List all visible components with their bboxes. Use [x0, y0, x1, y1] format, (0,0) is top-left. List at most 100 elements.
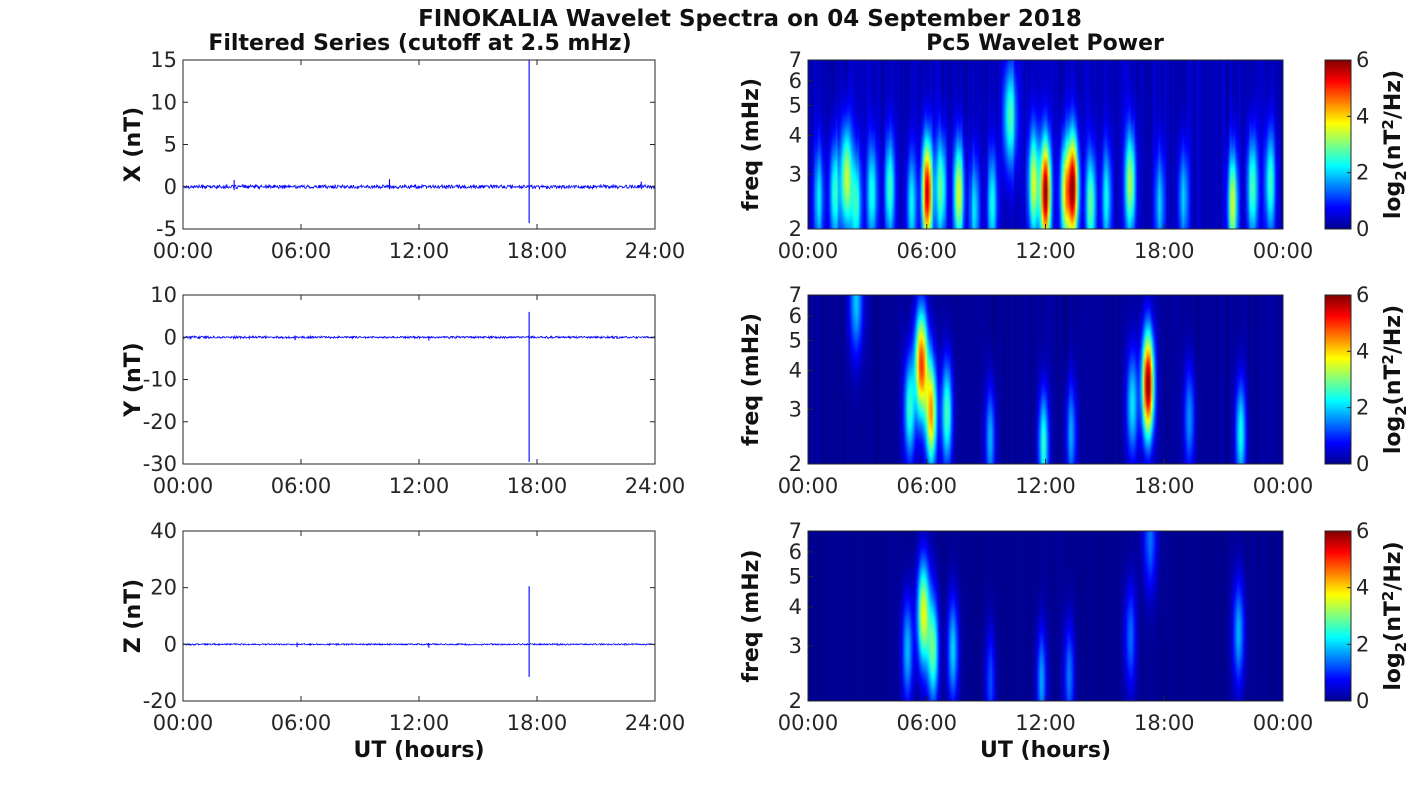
- wavelet-power-map: [808, 531, 1283, 701]
- x-tick-label: 18:00: [1134, 711, 1195, 735]
- series-panel-y: 00:00 06:00 12:00 18:00 24:00 -30 -20 -10 0 10 Y (…: [121, 283, 685, 498]
- y-tick-label: 2: [789, 217, 802, 241]
- x-tick-label: 06:00: [896, 711, 957, 735]
- series-panel-z: 00:00 06:00 12:00 18:00 24:00 -20 0 20 40 Z (nT) U…: [121, 519, 685, 763]
- y-tick-label: 7: [789, 519, 802, 543]
- y-tick-label: 2: [789, 452, 802, 476]
- colorbar: [1324, 59, 1352, 230]
- x-tick-label: 00:00: [153, 474, 214, 498]
- x-tick-label: 06:00: [896, 474, 957, 498]
- y-axis-label: freq (mHz): [739, 313, 764, 446]
- y-tick-label: 0: [164, 175, 177, 199]
- series-line: [182, 334, 656, 341]
- colorbar-tick-label: 0: [1356, 452, 1369, 476]
- colorbar-tick-label: 6: [1356, 519, 1369, 543]
- x-tick-label: 00:00: [1253, 239, 1314, 263]
- figure-title: FINOKALIA Wavelet Spectra on 04 Septembe…: [418, 6, 1082, 32]
- y-axis-label: Y (nT): [121, 342, 146, 417]
- x-tick-label: 18:00: [1134, 474, 1195, 498]
- x-tick-label: 00:00: [778, 474, 839, 498]
- colorbar-tick-label: 0: [1356, 217, 1369, 241]
- y-tick-label: -5: [156, 217, 177, 241]
- y-tick-label: 3: [789, 397, 802, 421]
- x-tick-label: 18:00: [507, 474, 568, 498]
- right-column-title: Pc5 Wavelet Power: [926, 31, 1164, 56]
- y-tick-label: 5: [789, 328, 802, 352]
- plot-area: [183, 295, 655, 464]
- x-tick-label: 18:00: [507, 239, 568, 263]
- y-tick-label: 0: [164, 632, 177, 656]
- colorbar-tick-label: 6: [1356, 48, 1369, 72]
- colorbar-tick-label: 4: [1356, 576, 1369, 600]
- y-tick-label: 7: [789, 283, 802, 307]
- x-tick-label: 24:00: [625, 239, 686, 263]
- colorbar: [1324, 530, 1352, 702]
- wavelet-power-map: [808, 60, 1283, 229]
- x-tick-label: 06:00: [271, 239, 332, 263]
- colorbar-label: log2(nT2/Hz): [1379, 305, 1410, 454]
- colorbar-tick-label: 0: [1356, 689, 1369, 713]
- x-tick-label: 18:00: [1134, 239, 1195, 263]
- y-tick-label: -30: [143, 452, 177, 476]
- series-line: [182, 642, 656, 647]
- y-tick-label: 6: [789, 304, 802, 328]
- series-line: [182, 183, 656, 191]
- y-tick-label: 5: [789, 565, 802, 589]
- x-tick-label: 00:00: [1253, 711, 1314, 735]
- x-tick-label: 12:00: [389, 239, 450, 263]
- y-tick-label: 0: [164, 325, 177, 349]
- y-tick-label: 20: [150, 576, 177, 600]
- x-tick-label: 24:00: [625, 474, 686, 498]
- y-tick-label: 4: [789, 123, 802, 147]
- y-tick-label: 3: [789, 634, 802, 658]
- x-tick-label: 18:00: [507, 711, 568, 735]
- y-axis-label: freq (mHz): [739, 78, 764, 211]
- x-tick-label: 06:00: [271, 474, 332, 498]
- colorbar-label: log2(nT2/Hz): [1379, 70, 1410, 219]
- x-tick-label: 06:00: [271, 711, 332, 735]
- y-tick-label: 3: [789, 162, 802, 186]
- x-tick-label: 12:00: [1015, 239, 1076, 263]
- y-tick-label: 5: [789, 93, 802, 117]
- series-panel-x: 00:00 06:00 12:00 18:00 24:00 -5 0 5 10 15 X (nT): [121, 48, 685, 263]
- y-tick-label: 6: [789, 69, 802, 93]
- x-tick-label: 00:00: [153, 239, 214, 263]
- x-tick-label: 12:00: [1015, 474, 1076, 498]
- y-tick-label: 5: [164, 133, 177, 157]
- y-tick-label: 2: [789, 689, 802, 713]
- y-tick-label: 6: [789, 540, 802, 564]
- left-column-title: Filtered Series (cutoff at 2.5 mHz): [208, 31, 631, 56]
- x-axis-label: UT (hours): [353, 738, 484, 763]
- x-tick-label: 06:00: [896, 239, 957, 263]
- plot-area: [183, 531, 655, 701]
- colorbar-tick-label: 6: [1356, 283, 1369, 307]
- colorbar-tick-label: 2: [1356, 396, 1369, 420]
- x-tick-label: 12:00: [1015, 711, 1076, 735]
- y-tick-label: -10: [143, 368, 177, 392]
- x-tick-label: 00:00: [778, 239, 839, 263]
- y-tick-label: 15: [150, 48, 177, 72]
- y-tick-label: 7: [789, 48, 802, 72]
- y-tick-label: -20: [143, 689, 177, 713]
- colorbar-tick-label: 2: [1356, 632, 1369, 656]
- x-tick-label: 00:00: [153, 711, 214, 735]
- x-tick-label: 12:00: [389, 711, 450, 735]
- x-tick-label: 24:00: [625, 711, 686, 735]
- colorbar-label: log2(nT2/Hz): [1379, 541, 1410, 690]
- colorbar: [1324, 294, 1352, 465]
- colorbar-tick-label: 4: [1356, 339, 1369, 363]
- colorbar-tick-label: 4: [1356, 104, 1369, 128]
- y-tick-label: -20: [143, 410, 177, 434]
- plot-area: [183, 60, 655, 229]
- x-tick-label: 12:00: [389, 474, 450, 498]
- y-tick-label: 10: [150, 90, 177, 114]
- y-tick-label: 4: [789, 595, 802, 619]
- x-tick-label: 00:00: [1253, 474, 1314, 498]
- y-tick-label: 4: [789, 358, 802, 382]
- y-axis-label: X (nT): [121, 107, 146, 182]
- y-axis-label: Z (nT): [121, 579, 146, 653]
